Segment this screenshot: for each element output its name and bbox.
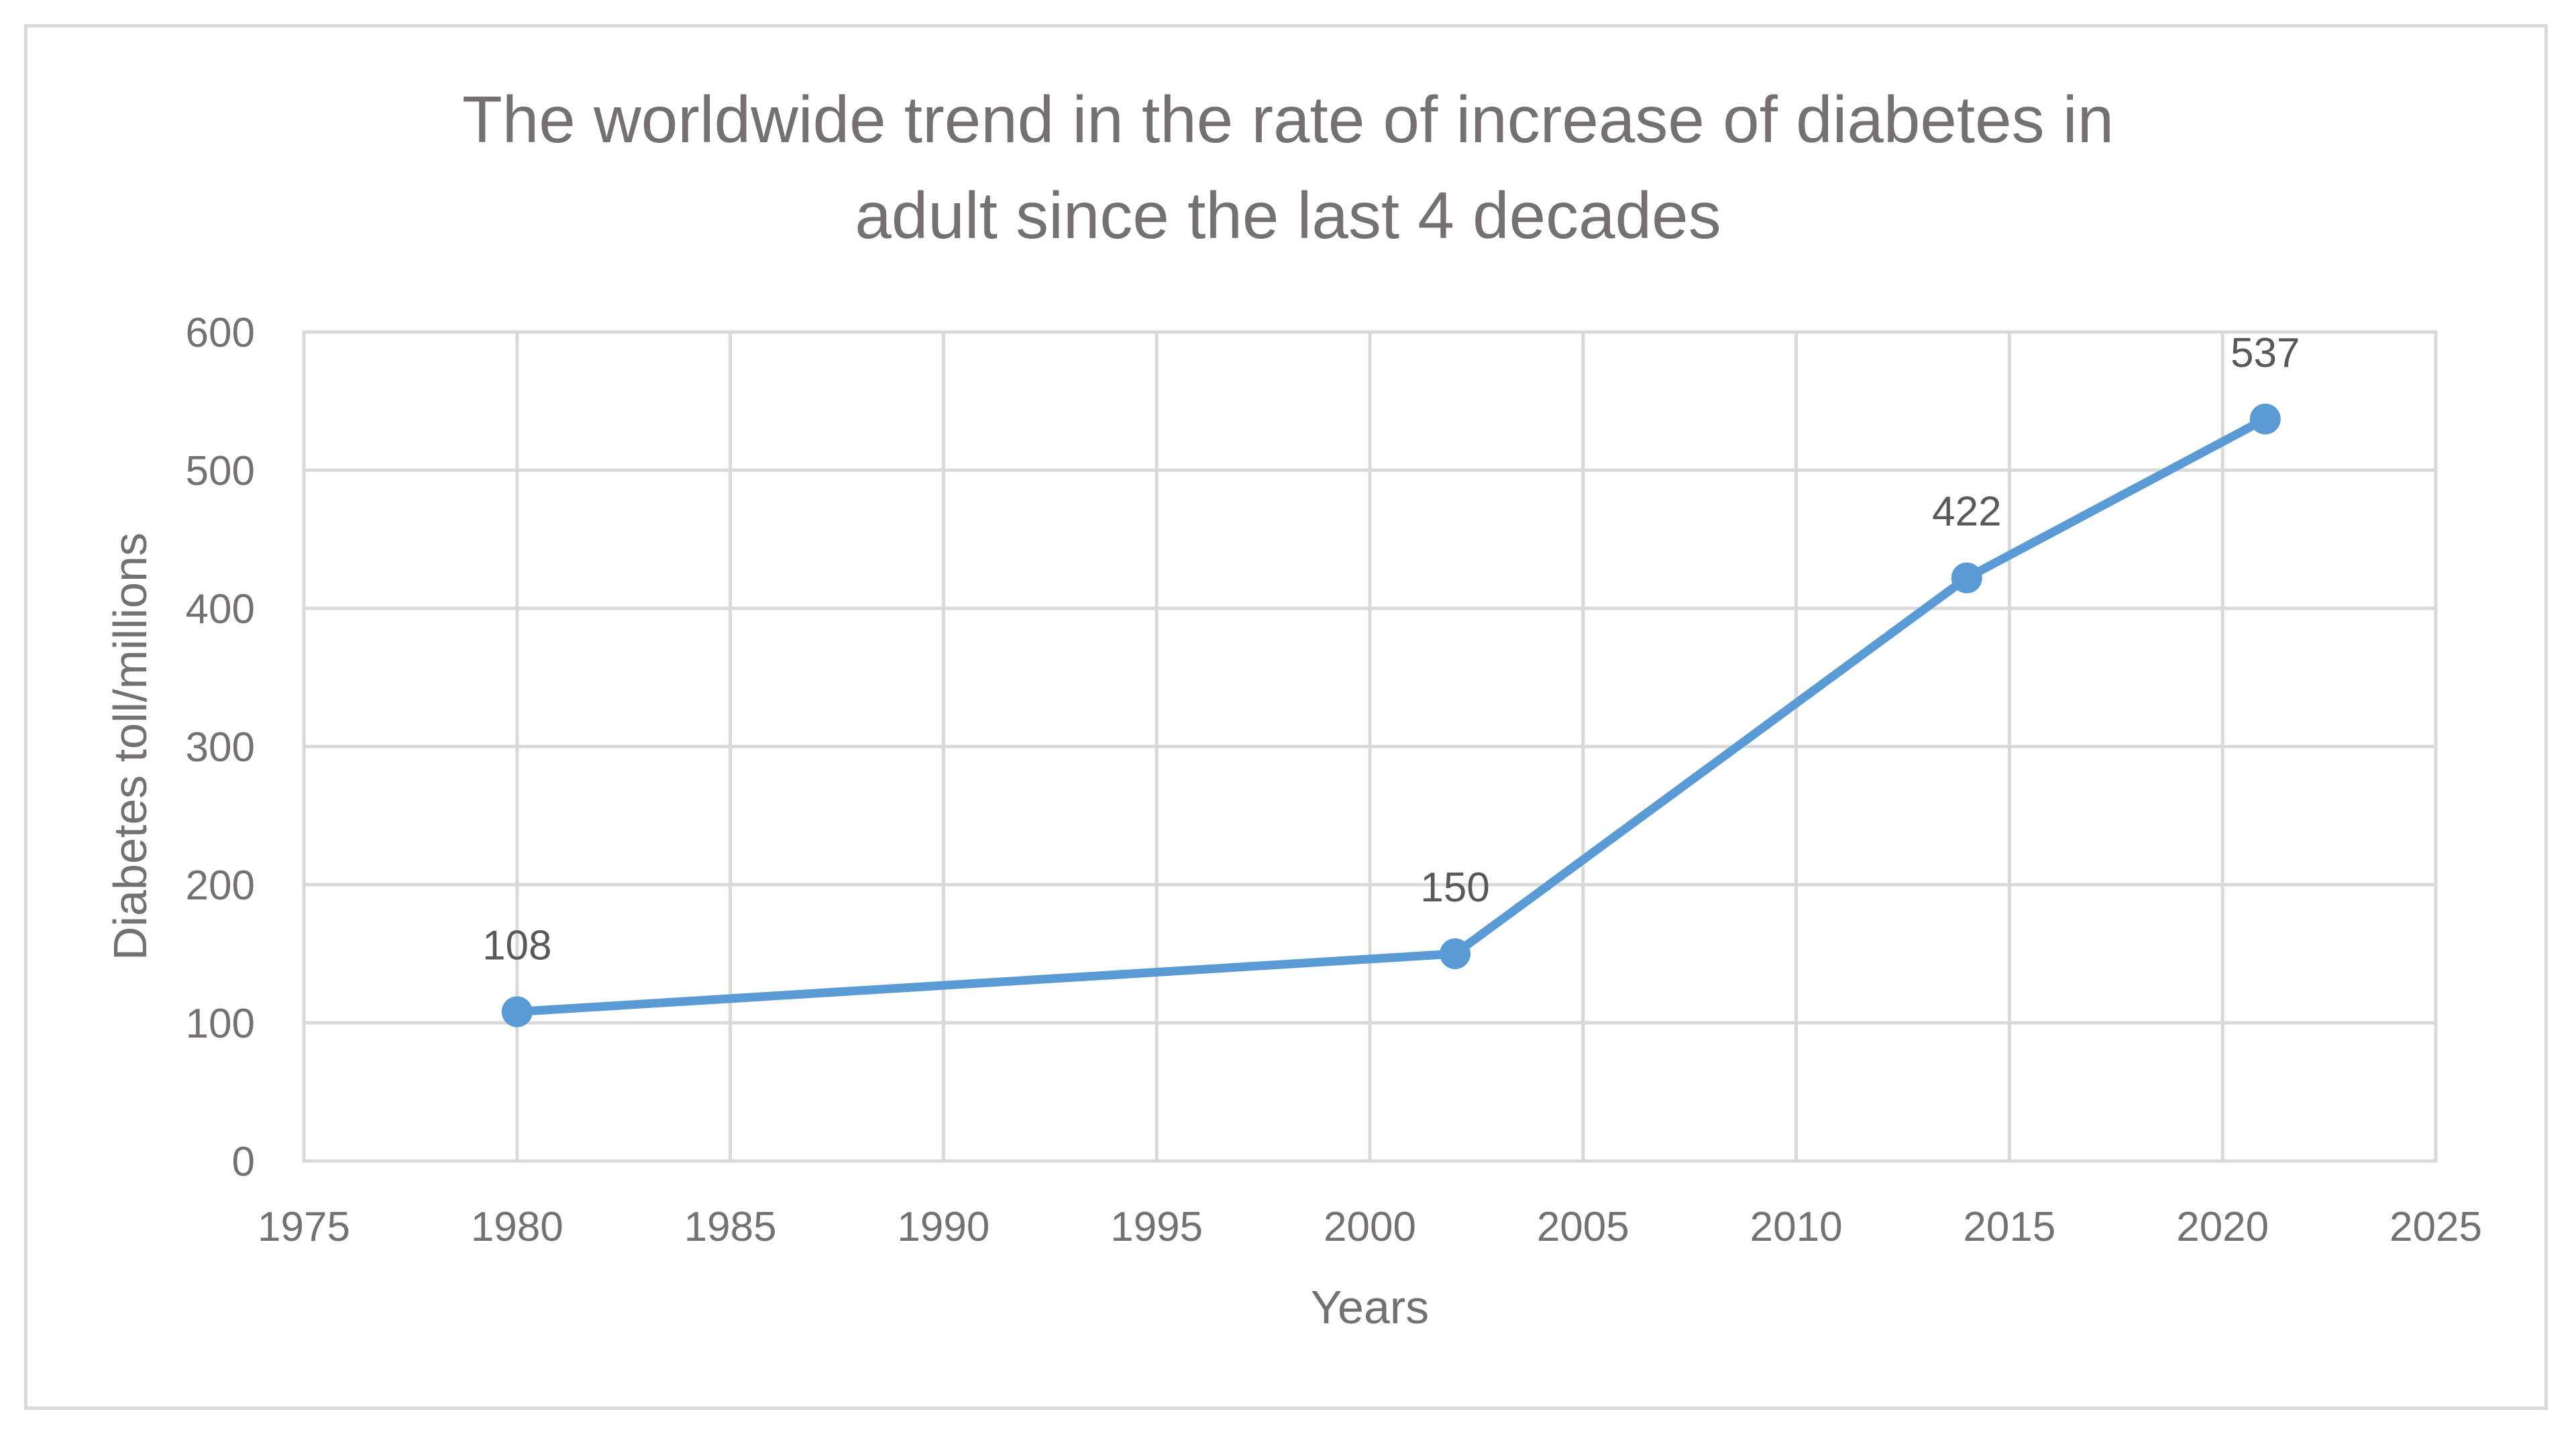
data-label-1980: 108 — [482, 923, 551, 969]
x-tick-label: 2025 — [2390, 1204, 2482, 1250]
data-point-1980 — [501, 996, 533, 1028]
series-line — [513, 414, 2270, 1017]
y-tick-label: 200 — [186, 863, 255, 909]
x-axis-title: Years — [1311, 1281, 1429, 1333]
x-tick-label: 2005 — [1537, 1204, 1629, 1250]
data-label-2021: 537 — [2231, 330, 2300, 376]
chart-title-line-2: adult since the last 4 decades — [855, 178, 1721, 252]
data-label-2014: 422 — [1932, 489, 2001, 535]
y-tick-label: 600 — [186, 310, 255, 356]
data-point-2014 — [1951, 562, 1982, 594]
y-tick-label: 500 — [186, 448, 255, 494]
series-layer: 108 150 422 537 — [482, 330, 2300, 1028]
y-tick-label: 100 — [186, 1001, 255, 1047]
grid-lines — [302, 330, 2438, 1163]
x-tick-label: 2010 — [1750, 1204, 1843, 1250]
chart-frame — [24, 24, 2548, 1410]
chart-title-line-1: The worldwide trend in the rate of incre… — [462, 82, 2114, 156]
y-tick-label: 300 — [186, 724, 255, 771]
data-point-2021 — [2249, 403, 2281, 435]
tick-labels: 1975 1980 1985 1990 1995 2000 2005 2010 2015 2020… — [186, 310, 2482, 1250]
plot-area — [302, 330, 2438, 1163]
x-tick-label: 1980 — [471, 1204, 564, 1250]
y-tick-label: 400 — [186, 586, 255, 632]
x-tick-label: 2020 — [2176, 1204, 2269, 1250]
x-tick-label: 2000 — [1324, 1204, 1416, 1250]
x-tick-label: 1985 — [684, 1204, 777, 1250]
data-point-2002 — [1440, 938, 1471, 969]
y-tick-label: 0 — [232, 1139, 255, 1185]
x-tick-label: 1975 — [258, 1204, 350, 1250]
y-axis-title: Diabetes toll/millions — [104, 533, 156, 960]
x-tick-label: 1995 — [1110, 1204, 1203, 1250]
data-label-2002: 150 — [1420, 865, 1489, 911]
x-tick-label: 1990 — [897, 1204, 989, 1250]
x-tick-label: 2015 — [1963, 1204, 2055, 1250]
